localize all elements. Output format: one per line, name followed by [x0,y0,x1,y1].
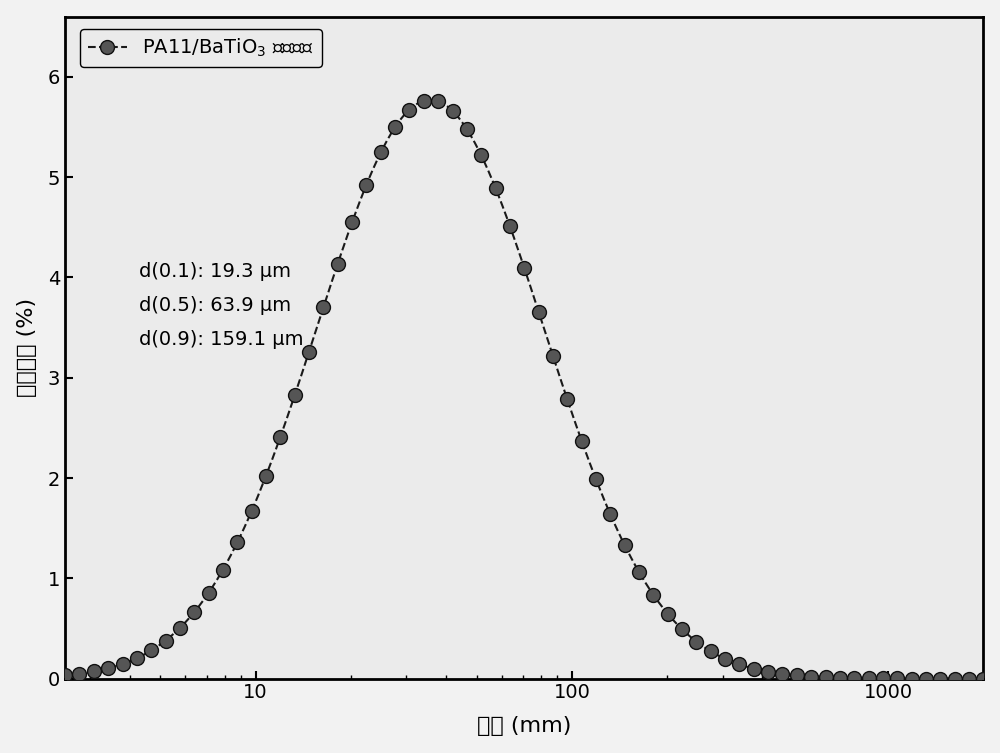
Text: d(0.1): 19.3 μm
d(0.5): 63.9 μm
d(0.9): 159.1 μm: d(0.1): 19.3 μm d(0.5): 63.9 μm d(0.9): … [139,261,303,349]
X-axis label: 粒径 (mm): 粒径 (mm) [477,716,571,736]
Y-axis label: 体积分数 (%): 体积分数 (%) [17,298,37,397]
Legend: PA11/BaTiO$_3$ 复合粉体: PA11/BaTiO$_3$ 复合粉体 [80,29,322,67]
